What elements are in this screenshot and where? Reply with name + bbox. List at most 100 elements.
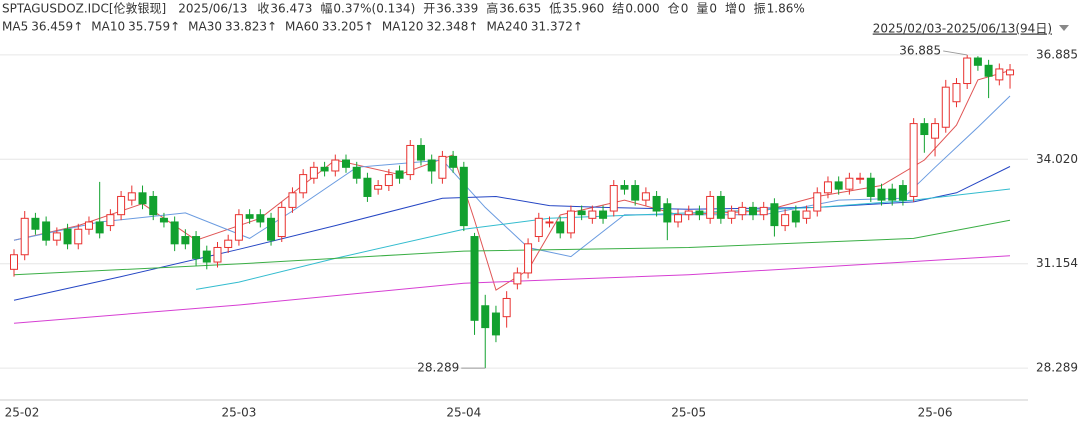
quote-label: 开	[423, 2, 435, 16]
ma-line	[13, 219, 1011, 276]
candle	[416, 138, 425, 166]
annotation-label: 28.289	[417, 361, 459, 375]
candle	[566, 205, 575, 239]
y-tick-label: 31.154	[1036, 256, 1078, 270]
candle	[534, 212, 543, 242]
candle-body	[663, 203, 672, 223]
candle-body	[631, 185, 640, 201]
y-tick-label: 28.289	[1036, 361, 1078, 375]
candle-body	[941, 86, 950, 128]
candle-body	[74, 228, 83, 245]
candle-body	[995, 68, 1004, 81]
candle	[545, 216, 554, 228]
candle	[524, 238, 533, 279]
candle-body	[770, 203, 779, 227]
candle	[138, 185, 147, 210]
candle-body	[834, 181, 843, 190]
candle	[995, 63, 1004, 86]
candle-body	[513, 272, 522, 285]
candle	[374, 180, 383, 195]
candle-body	[95, 221, 104, 234]
candle-body	[267, 217, 276, 241]
quote-value: 1.86%	[767, 2, 805, 16]
quote-label: 低	[549, 2, 561, 16]
legend-name: MA10	[91, 20, 125, 34]
candle-body	[352, 166, 361, 179]
candle-body	[491, 312, 500, 336]
candle-body	[952, 83, 961, 103]
candle-body	[159, 217, 168, 223]
candle-body	[856, 177, 865, 180]
x-tick-label: 25-06	[918, 406, 953, 420]
legend-name: MA60	[285, 20, 319, 34]
candle	[342, 154, 351, 173]
candle	[888, 183, 897, 206]
candle	[823, 176, 832, 199]
candle-body	[791, 210, 800, 223]
legend-value: 33.823↑	[225, 20, 277, 34]
candle	[513, 267, 522, 290]
candle-body	[534, 217, 543, 238]
candle	[652, 190, 661, 217]
header: SPTAGUSDOZ.IDC[伦敦银现] 2025/06/13 收 36.473 幅 0…	[2, 1, 805, 16]
candle	[631, 180, 640, 206]
candle-body	[727, 210, 736, 219]
candle	[10, 249, 18, 277]
quote-date: 2025/06/13	[178, 2, 247, 16]
candle	[834, 176, 843, 195]
candle-body	[748, 206, 757, 216]
x-tick-label: 25-02	[5, 406, 40, 420]
quote-label: 仓	[668, 2, 680, 16]
candle-body	[845, 177, 854, 190]
candle	[802, 205, 811, 224]
candle	[192, 231, 201, 266]
annotation-label: 36.885	[899, 43, 941, 57]
candle	[813, 187, 822, 217]
candle-body	[234, 214, 243, 241]
candle-body	[588, 210, 597, 219]
candle-body	[449, 155, 458, 168]
candle-body	[459, 166, 468, 227]
candle-body	[470, 236, 479, 321]
candle-body	[481, 305, 490, 329]
candle-body	[117, 195, 126, 216]
candle-body	[716, 195, 725, 219]
candle	[384, 169, 393, 191]
legend-value: 33.205↑	[322, 20, 374, 34]
candle	[245, 209, 254, 224]
candle-body	[599, 210, 608, 219]
candle-body	[963, 57, 972, 85]
candle	[395, 165, 404, 184]
candle	[320, 161, 329, 177]
candle-body	[192, 236, 201, 259]
candle	[941, 79, 950, 133]
ma-line	[13, 70, 1011, 291]
quote-value: 0	[681, 2, 689, 16]
candle	[695, 205, 704, 221]
candle	[438, 150, 447, 184]
candle	[684, 205, 693, 221]
date-range[interactable]: 2025/02/03-2025/06/13(94日)	[873, 22, 1052, 36]
candle-body	[524, 243, 533, 274]
ma-line	[13, 95, 1011, 258]
candle	[74, 223, 83, 250]
candle	[920, 118, 929, 153]
candle-body	[502, 297, 511, 318]
dropdown-icon[interactable]	[1059, 25, 1069, 31]
legend-name: MA240	[486, 20, 527, 34]
candle-body	[52, 232, 61, 241]
candle-body	[438, 155, 447, 179]
x-tick-label: 25-03	[221, 406, 256, 420]
candle-body	[674, 214, 683, 223]
candle	[42, 216, 51, 246]
candle-body	[1006, 69, 1015, 76]
candle	[331, 154, 340, 177]
range-selector[interactable]: 2025/02/03-2025/06/13(94日)	[873, 22, 1069, 36]
candle	[31, 212, 40, 235]
candle-body	[566, 210, 575, 234]
x-tick-label: 25-05	[671, 406, 706, 420]
candle-body	[898, 185, 907, 201]
annotation-leader	[943, 50, 968, 56]
candle	[117, 190, 126, 221]
candle	[791, 205, 800, 228]
